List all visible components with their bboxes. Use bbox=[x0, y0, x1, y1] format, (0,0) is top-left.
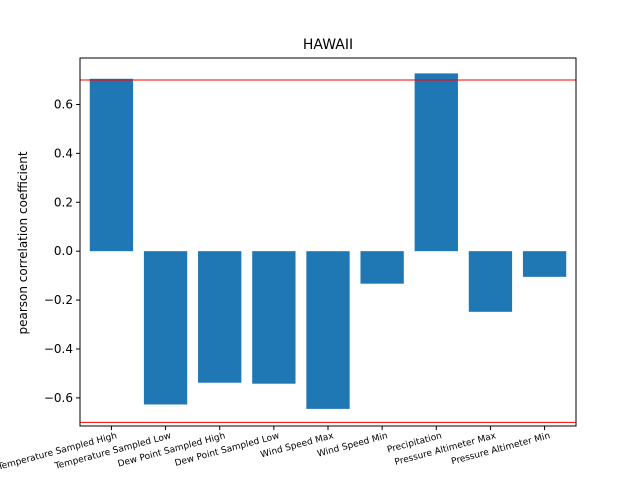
bar-1 bbox=[89, 78, 134, 252]
bar-4 bbox=[252, 251, 296, 384]
y-tick-label: 0.6 bbox=[54, 97, 73, 111]
bar-8 bbox=[468, 251, 513, 312]
bar-9 bbox=[522, 251, 567, 277]
bar-7 bbox=[414, 73, 458, 252]
bar-5 bbox=[306, 251, 350, 409]
bar-2 bbox=[143, 251, 188, 405]
y-axis-label: pearson correlation coefficient bbox=[16, 151, 30, 334]
plot-frame bbox=[79, 57, 577, 427]
y-tick-label: 0.2 bbox=[54, 195, 73, 209]
reference-lines bbox=[80, 79, 576, 423]
y-axis: −0.6 −0.4 −0.2 0.0 0.2 0.4 0.6 bbox=[44, 97, 80, 405]
y-tick-label: 0.4 bbox=[54, 146, 73, 160]
chart-title: HAWAII bbox=[303, 37, 353, 53]
y-tick-label: −0.2 bbox=[44, 293, 73, 307]
bar-3 bbox=[198, 251, 242, 383]
y-tick-label: 0.0 bbox=[54, 244, 73, 258]
bars-group bbox=[89, 73, 567, 409]
y-tick-label: −0.6 bbox=[44, 391, 73, 405]
y-tick-label: −0.4 bbox=[44, 342, 73, 356]
bar-6 bbox=[360, 251, 404, 284]
